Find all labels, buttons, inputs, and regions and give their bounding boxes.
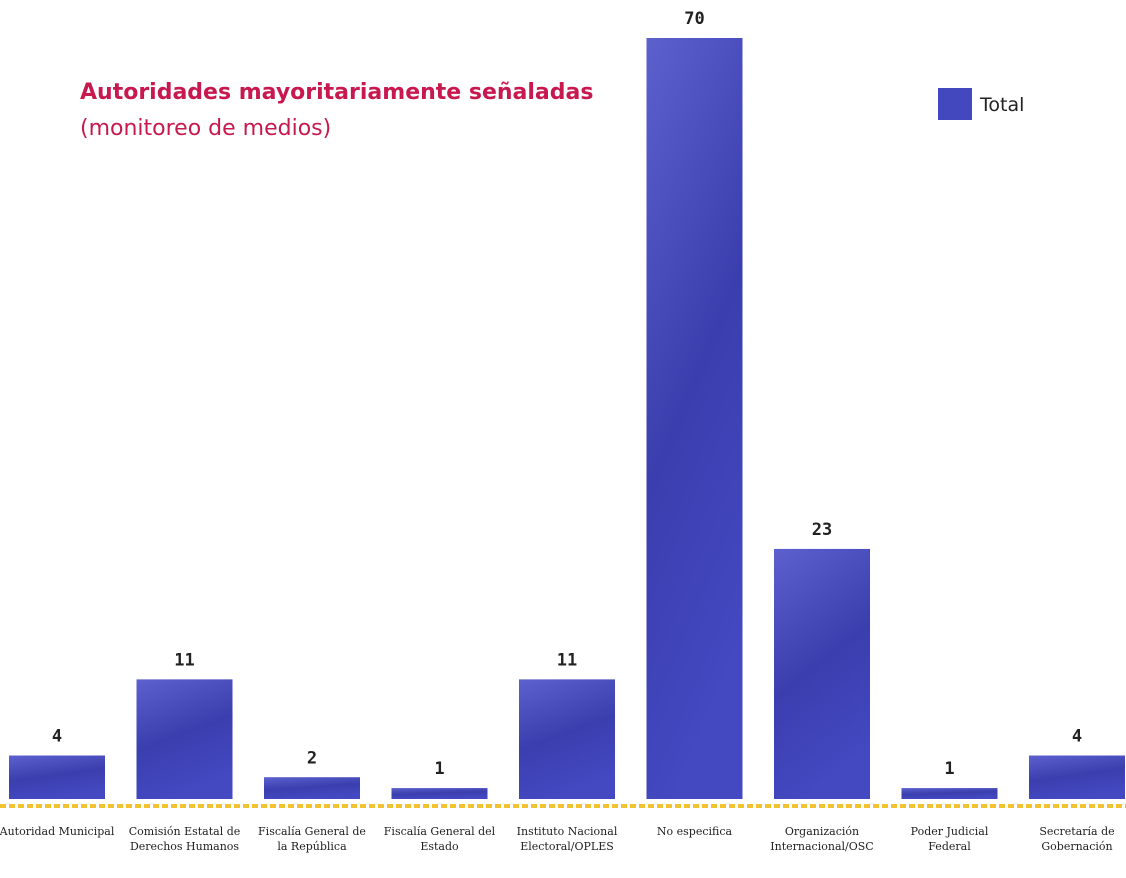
x-tick-label: Instituto Nacional Electoral/OPLES [516,825,618,853]
chart-subtitle: (monitoreo de medios) [80,116,332,141]
value-label: 11 [557,650,577,670]
x-tick-label: Comisión Estatal de Derechos Humanos [128,825,241,853]
bar-texture [264,777,360,799]
bar-texture [9,755,105,799]
x-tick-label: Fiscalía General del Estado [383,825,496,853]
value-label: 70 [684,9,704,29]
bar-texture [774,548,870,799]
x-tick-label: Poder Judicial Federal [910,825,989,853]
value-label: 1 [944,759,954,779]
bar-texture [1029,755,1125,799]
legend-label: Total [980,94,1025,116]
x-tick-label: Autoridad Municipal [0,825,115,838]
value-label: 4 [52,727,62,747]
value-label: 11 [174,650,194,670]
bar-texture [391,788,488,799]
x-tick-label: Secretaría de Gobernación [1039,825,1115,853]
value-label: 1 [434,759,444,779]
bar-texture [519,679,615,799]
x-tick-label: No especifica [656,825,733,838]
bar-texture [136,679,233,799]
value-label: 4 [1072,727,1082,747]
value-label: 23 [812,520,832,540]
x-tick-label: Organización Internacional/OSC [770,825,874,853]
value-label: 2 [307,748,317,768]
bar-texture [646,38,743,799]
bar-texture [901,788,998,799]
legend-swatch [938,88,972,120]
x-tick-label: Fiscalía General de la República [258,825,366,853]
chart-title: Autoridades mayoritariamente señaladas [80,80,594,105]
